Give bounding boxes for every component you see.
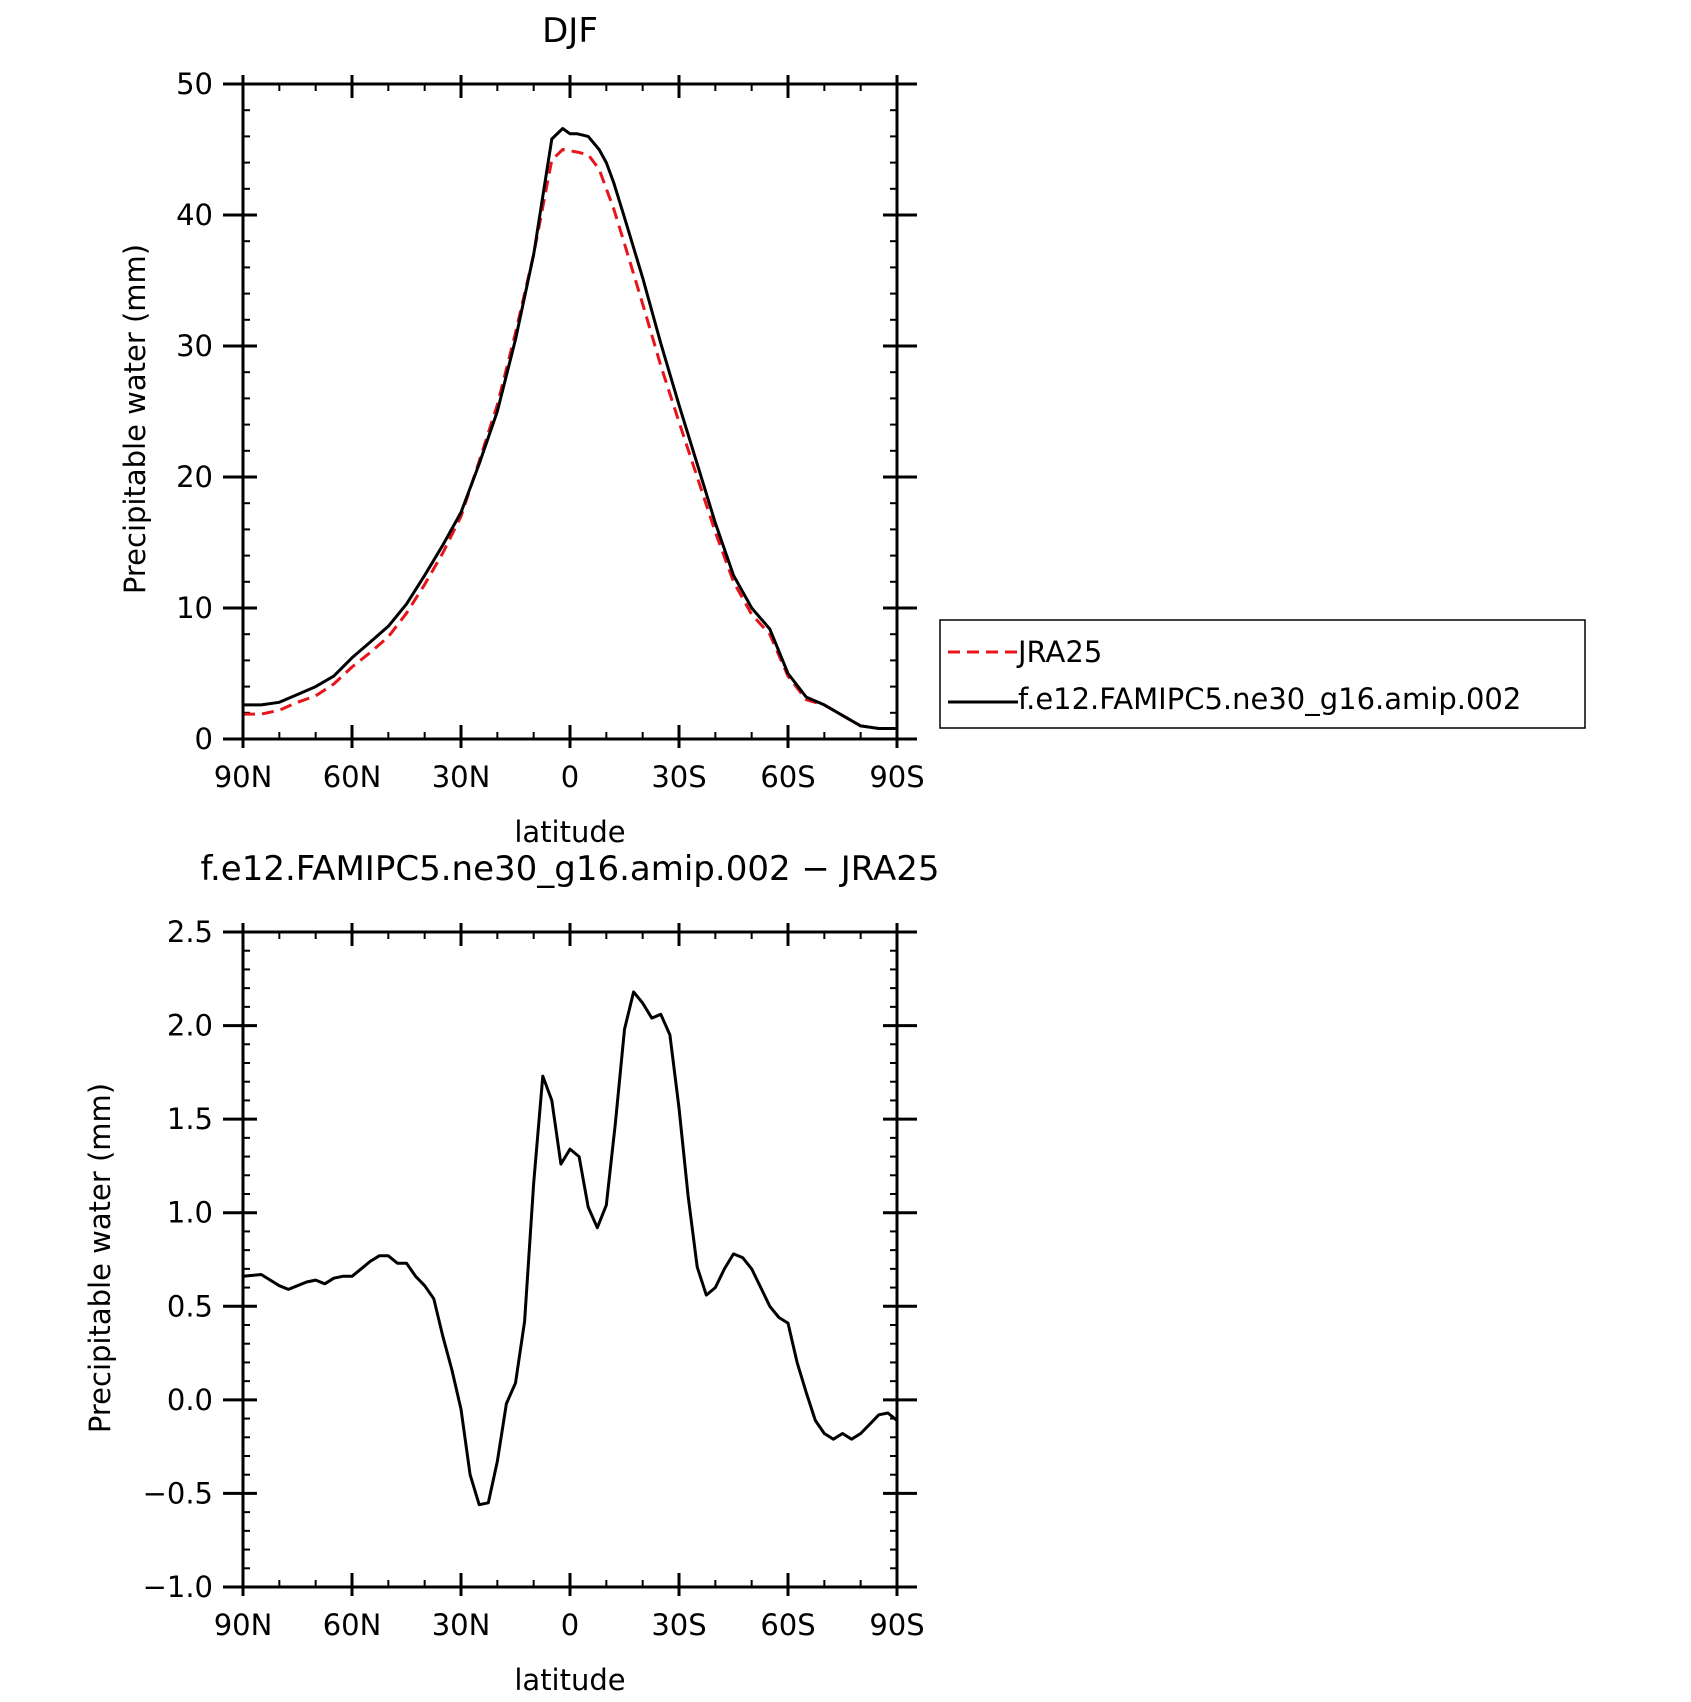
x-tick-label: 30S [651, 760, 706, 794]
x-tick-label: 90S [869, 760, 924, 794]
y-tick-label: 1.5 [167, 1102, 213, 1136]
series-line-jra25 [243, 148, 897, 730]
y-axis-label: Precipitable water (mm) [118, 244, 152, 594]
x-axis-label: latitude [514, 1663, 625, 1697]
y-tick-label: 0.5 [167, 1289, 213, 1323]
series-lines [242, 990, 898, 1507]
x-tick-label: 60S [760, 1608, 815, 1642]
x-tick-label: 60N [323, 760, 382, 794]
x-tick-label: 0 [561, 1608, 579, 1642]
plot-frame [241, 930, 899, 1589]
x-tick-label: 30N [432, 760, 491, 794]
x-tick-label: 90N [214, 1608, 273, 1642]
y-tick-label: 1.0 [167, 1196, 213, 1230]
y-tick-label: 0.0 [167, 1383, 213, 1417]
legend-frame [939, 619, 1586, 729]
y-tick-labels: 2.5 2.0 1.5 1.0 0.5 0.0 −0.5 −1.0 [143, 915, 213, 1604]
legend-label-model: f.e12.FAMIPC5.ne30_g16.amip.002 [1018, 682, 1521, 716]
y-tick-label: −0.5 [143, 1476, 213, 1510]
x-tick-label: 90N [214, 760, 273, 794]
series-line-f-e12-famipc5-ne30-g16-amip-002-jra25 [242, 990, 898, 1507]
x-tick-label: 90S [869, 1608, 924, 1642]
y-tick-label: 40 [176, 198, 213, 232]
x-tick-label: 30S [651, 1608, 706, 1642]
y-tick-label: −1.0 [143, 1570, 213, 1604]
chart-title: f.e12.FAMIPC5.ne30_g16.amip.002 − JRA25 [200, 849, 939, 889]
y-tick-label: 2.0 [167, 1009, 213, 1043]
y-tick-label: 10 [176, 591, 213, 625]
x-tick-label: 60N [323, 1608, 382, 1642]
x-tick-label: 0 [561, 760, 579, 794]
y-tick-label: 0 [195, 722, 213, 756]
x-tick-label: 60S [760, 760, 815, 794]
y-axis-label: Precipitable water (mm) [83, 1083, 117, 1433]
x-tick-label: 30N [432, 1608, 491, 1642]
x-tick-labels: 90N 60N 30N 0 30S 60S 90S [214, 1608, 925, 1642]
series-lines [243, 127, 897, 730]
difference-panel: f.e12.FAMIPC5.ne30_g16.amip.002 − JRA25 … [83, 849, 940, 1697]
legend-label-jra25: JRA25 [1016, 635, 1102, 669]
series-line-f-e12-famipc5-ne30-g16-amip-002 [243, 127, 897, 730]
y-tick-labels: 0 10 20 30 40 50 [176, 67, 213, 756]
y-tick-label: 2.5 [167, 915, 213, 949]
y-tick-label: 50 [176, 67, 213, 101]
plot-frame [241, 82, 899, 741]
x-axis-label: latitude [514, 815, 625, 849]
x-tick-labels: 90N 60N 30N 0 30S 60S 90S [214, 760, 925, 794]
legend: JRA25 f.e12.FAMIPC5.ne30_g16.amip.002 [939, 619, 1586, 729]
djf-panel: DJF Precipitable water (mm) latitude 90N… [118, 11, 925, 849]
chart-title: DJF [542, 11, 598, 51]
y-tick-label: 30 [176, 329, 213, 363]
y-tick-label: 20 [176, 460, 213, 494]
